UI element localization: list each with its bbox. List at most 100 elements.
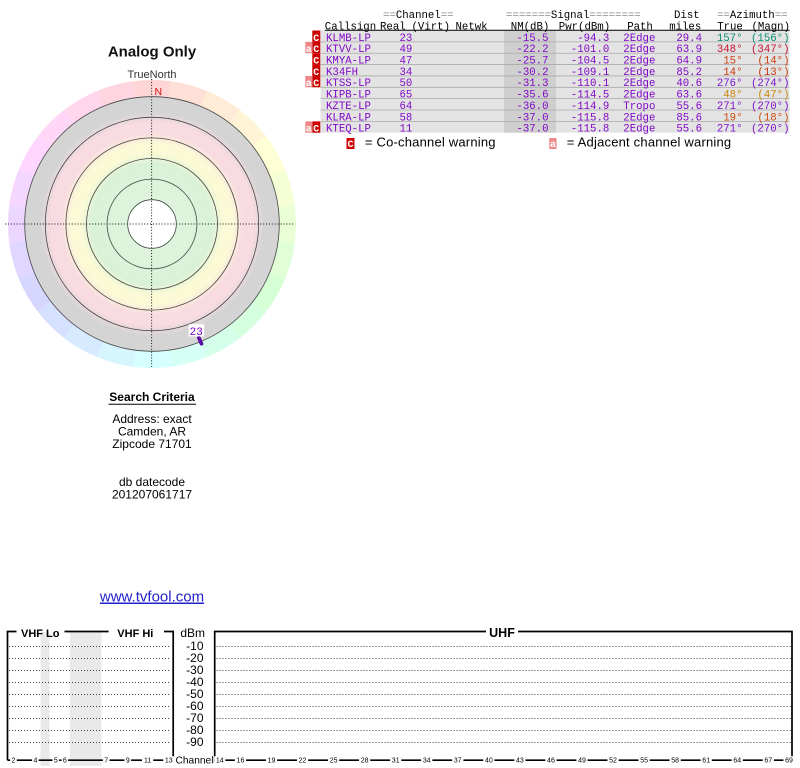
svg-text:9: 9 [126, 758, 130, 765]
svg-text:64.9: 64.9 [676, 55, 702, 67]
svg-text:a: a [306, 79, 312, 90]
svg-text:TrueNorth: TrueNorth [127, 69, 176, 81]
svg-text:2Edge: 2Edge [623, 90, 655, 102]
svg-text:-30.2: -30.2 [516, 67, 548, 79]
svg-text:(347°): (347°) [751, 44, 789, 56]
svg-text:= Adjacent channel warning: = Adjacent channel warning [567, 134, 732, 149]
svg-text:40.6: 40.6 [676, 78, 702, 90]
svg-text:dBm: dBm [180, 626, 205, 640]
svg-text:55.6: 55.6 [676, 101, 702, 113]
svg-text:VHF Lo: VHF Lo [21, 628, 60, 640]
svg-text:(270°): (270°) [751, 101, 789, 113]
svg-text:-50: -50 [186, 687, 204, 701]
svg-text:www.tvfool.com: www.tvfool.com [99, 589, 204, 606]
svg-text:276°: 276° [717, 78, 743, 90]
svg-text:==Azimuth==: ==Azimuth== [717, 10, 788, 22]
svg-text:-104.5: -104.5 [571, 55, 609, 67]
svg-text:19: 19 [268, 758, 276, 765]
svg-text:49: 49 [578, 758, 586, 765]
svg-text:Tropo: Tropo [623, 101, 655, 113]
svg-text:Path: Path [627, 21, 653, 33]
svg-text:-40: -40 [186, 675, 204, 689]
svg-text:-31.3: -31.3 [516, 78, 548, 90]
svg-text:Analog Only: Analog Only [108, 44, 197, 61]
svg-text:KLRA-LP: KLRA-LP [326, 112, 371, 124]
svg-text:-60: -60 [186, 699, 204, 713]
svg-text:Camden, AR: Camden, AR [118, 425, 186, 439]
svg-text:a: a [306, 125, 312, 136]
svg-text:2Edge: 2Edge [623, 55, 655, 67]
svg-text:55: 55 [640, 758, 648, 765]
svg-text:-94.3: -94.3 [577, 33, 609, 45]
svg-text:db datecode: db datecode [119, 475, 185, 489]
svg-text:157°: 157° [717, 33, 743, 45]
svg-text:11: 11 [399, 124, 412, 136]
svg-text:C: C [313, 79, 319, 90]
svg-text:KMYA-LP: KMYA-LP [326, 55, 371, 67]
svg-text:63.9: 63.9 [676, 44, 702, 56]
svg-text:14: 14 [216, 758, 224, 765]
svg-text:KTVV-LP: KTVV-LP [326, 44, 371, 56]
svg-text:2: 2 [12, 758, 16, 765]
svg-text:19°: 19° [723, 112, 742, 124]
svg-text:-15.5: -15.5 [516, 33, 548, 45]
svg-text:-37.0: -37.0 [516, 124, 548, 136]
svg-text:2Edge: 2Edge [623, 33, 655, 45]
svg-text:Zipcode 71701: Zipcode 71701 [112, 437, 192, 451]
svg-text:Address: exact: Address: exact [112, 412, 192, 426]
svg-text:KTSS-LP: KTSS-LP [326, 78, 371, 90]
svg-text:85.6: 85.6 [676, 112, 702, 124]
svg-text:11: 11 [144, 758, 151, 765]
svg-text:Netwk: Netwk [456, 21, 488, 33]
svg-text:-115.8: -115.8 [571, 124, 609, 136]
svg-text:13: 13 [165, 758, 173, 765]
svg-text:C: C [313, 45, 319, 56]
svg-text:15°: 15° [723, 55, 742, 67]
svg-text:85.2: 85.2 [676, 67, 702, 79]
svg-text:-22.2: -22.2 [516, 44, 548, 56]
svg-text:Dist: Dist [674, 10, 700, 22]
svg-text:47: 47 [399, 55, 412, 67]
svg-text:271°: 271° [717, 124, 743, 136]
svg-text:2Edge: 2Edge [623, 44, 655, 56]
svg-text:58: 58 [671, 758, 679, 765]
svg-text:2Edge: 2Edge [623, 78, 655, 90]
svg-text:2Edge: 2Edge [623, 67, 655, 79]
svg-text:4: 4 [33, 758, 37, 765]
svg-text:VHF Hi: VHF Hi [117, 628, 153, 640]
svg-text:6: 6 [63, 758, 67, 765]
svg-text:-115.8: -115.8 [571, 112, 609, 124]
svg-text:UHF: UHF [489, 626, 515, 640]
svg-text:Callsign: Callsign [325, 21, 376, 33]
svg-text:2Edge: 2Edge [623, 112, 655, 124]
svg-text:(270°): (270°) [751, 124, 789, 136]
svg-text:-90: -90 [186, 735, 204, 749]
svg-text:-101.0: -101.0 [571, 44, 609, 56]
svg-text:37: 37 [454, 758, 462, 765]
svg-text:(156°): (156°) [751, 33, 789, 45]
svg-text:-36.0: -36.0 [516, 101, 548, 113]
svg-text:22: 22 [299, 758, 307, 765]
svg-text:201207061717: 201207061717 [112, 488, 192, 502]
svg-text:2Edge: 2Edge [623, 124, 655, 136]
svg-text:C: C [347, 140, 353, 151]
svg-text:50: 50 [399, 78, 412, 90]
svg-text:61: 61 [702, 758, 710, 765]
svg-text:-10: -10 [186, 639, 204, 653]
svg-text:16: 16 [237, 758, 245, 765]
svg-text:34: 34 [399, 67, 412, 79]
svg-text:C: C [313, 125, 319, 136]
svg-text:25: 25 [330, 758, 338, 765]
svg-text:7: 7 [104, 758, 108, 765]
svg-text:40: 40 [485, 758, 493, 765]
svg-text:Search Criteria: Search Criteria [109, 390, 195, 404]
svg-text:29.4: 29.4 [676, 33, 702, 45]
svg-text:K34FH: K34FH [326, 67, 358, 79]
svg-text:KLMB-LP: KLMB-LP [326, 33, 371, 45]
svg-text:==Channel==: ==Channel== [383, 10, 454, 22]
svg-text:-35.6: -35.6 [516, 90, 548, 102]
svg-text:-30: -30 [186, 663, 204, 677]
svg-text:-114.9: -114.9 [571, 101, 609, 113]
svg-text:52: 52 [609, 758, 617, 765]
svg-text:Channel: Channel [176, 755, 214, 766]
